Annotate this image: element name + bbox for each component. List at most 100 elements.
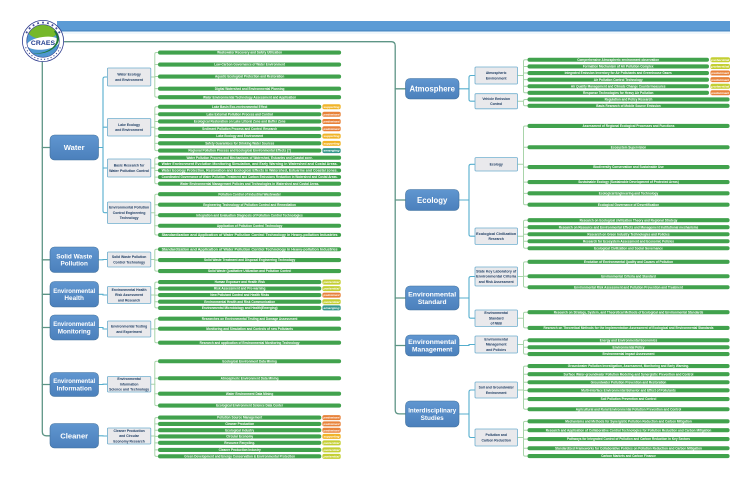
svg-text:Research on Theoretical Method: Research on Theoretical Methods for the …	[543, 326, 713, 330]
svg-text:Low-Carbon Governance of Water: Low-Carbon Governance of Water Environme…	[214, 63, 285, 67]
svg-text:Ecosystem Supervision: Ecosystem Supervision	[611, 145, 647, 149]
svg-text:Environmental Criteria: Environmental Criteria	[476, 275, 516, 279]
svg-text:Ecological Civilization and So: Ecological Civilization and Social Gover…	[594, 246, 663, 250]
svg-text:Basic Research for: Basic Research for	[114, 164, 145, 168]
svg-text:and Experiment: and Experiment	[116, 330, 142, 334]
svg-text:Environmental: Environmental	[53, 378, 95, 385]
svg-text:Monitoring: Monitoring	[58, 328, 91, 335]
svg-text:Mechanisms and Methods for Syn: Mechanisms and Methods for Synergistic P…	[565, 419, 692, 423]
svg-text:Solid Waste: Solid Waste	[56, 253, 92, 260]
svg-text:Control: Control	[490, 102, 502, 106]
svg-text:Ecological Engineering and Tec: Ecological Engineering and Technology	[599, 191, 659, 195]
svg-text:Resource Recycling.: Resource Recycling.	[224, 441, 255, 445]
svg-text:Researches on Environmental Te: Researches on Environmental Testing and …	[202, 317, 298, 321]
svg-text:predominant: predominant	[323, 428, 341, 432]
svg-text:Lake Ecology: Lake Ecology	[118, 123, 140, 127]
svg-text:Studies: Studies	[421, 415, 445, 422]
svg-text:Green Development and Energy C: Green Development and Energy Conservatio…	[184, 454, 295, 458]
svg-text:Pollution Control of Industria: Pollution Control of Industrial Wastewat…	[218, 192, 281, 196]
svg-text:New Pollutant Control and Heal: New Pollutant Control and Health Risks	[210, 293, 269, 297]
svg-text:Control Engineering: Control Engineering	[113, 211, 146, 215]
svg-text:Soil and Groundwater: Soil and Groundwater	[479, 386, 515, 390]
svg-text:Environmental Policy: Environmental Policy	[613, 345, 645, 349]
svg-text:Ecological Industry: Ecological Industry	[225, 428, 254, 432]
svg-text:and Risk Assessment: and Risk Assessment	[479, 280, 515, 284]
svg-text:Research on Resource and Envir: Research on Resource and Environmental E…	[559, 225, 699, 229]
svg-text:Economy Research: Economy Research	[113, 439, 144, 443]
svg-text:Comprehensive Atmospheric envi: Comprehensive Atmospheric environment ob…	[577, 58, 659, 62]
svg-text:Formation Mechanism of Air Pol: Formation Mechanism of Air Pollution Com…	[583, 65, 654, 69]
svg-text:Standardization and Applicatio: Standardization and Application of Water…	[162, 247, 338, 251]
svg-text:predominant: predominant	[323, 120, 341, 124]
svg-text:potential: potential	[710, 65, 730, 69]
svg-text:and Environment: and Environment	[115, 78, 144, 82]
svg-text:Environment: Environment	[486, 76, 508, 80]
svg-text:potential: potential	[710, 58, 730, 62]
svg-text:Risk Assessment and Pre-warnin: Risk Assessment and Pre-warning	[214, 287, 265, 291]
svg-text:supporting: supporting	[324, 105, 340, 109]
svg-text:Solid Waste Qualitative Utiliz: Solid Waste Qualitative Utilization and …	[208, 269, 291, 273]
svg-text:Ecological Civilization: Ecological Civilization	[476, 232, 516, 236]
svg-text:Atmospheric Environment Data M: Atmospheric Environment Data Mining	[221, 376, 279, 380]
svg-text:Sediment Pollution Process and: Sediment Pollution Process and Control R…	[202, 127, 277, 131]
svg-text:Water Pollution Control: Water Pollution Control	[109, 169, 149, 173]
svg-text:Water Environment Evolution Mo: Water Environment Evolution Monitoring S…	[162, 162, 338, 166]
svg-text:Environmental: Environmental	[408, 292, 456, 299]
svg-text:predominant: predominant	[323, 127, 341, 131]
svg-text:Research for Ecosystem Assessm: Research for Ecosystem Assessment and Ec…	[583, 239, 674, 243]
svg-text:predominant: predominant	[323, 416, 341, 420]
svg-text:Application of Pollution Contr: Application of Pollution Control Technol…	[217, 224, 283, 228]
svg-text:Ecological Environment Data Mi: Ecological Environment Data Mining	[222, 359, 277, 363]
svg-text:Pollution and: Pollution and	[485, 433, 506, 437]
svg-text:Surface Water-groundwater Poll: Surface Water-groundwater Pollution Mode…	[564, 372, 694, 376]
svg-text:supporting: supporting	[324, 142, 340, 146]
svg-text:Groundwater Pollution Investig: Groundwater Pollution Investigation, Ass…	[568, 364, 690, 368]
svg-text:emerging: emerging	[324, 306, 340, 310]
svg-text:Pollution: Pollution	[61, 261, 88, 268]
svg-text:Biodiversity Conservation and: Biodiversity Conservation and Sustainabl…	[593, 165, 664, 169]
svg-text:Water Environment Data Mining: Water Environment Data Mining	[226, 392, 273, 396]
svg-text:supporting: supporting	[324, 134, 340, 138]
svg-text:Environment: Environment	[486, 391, 508, 395]
svg-text:Research on Ecological civiliz: Research on Ecological civilization Theo…	[580, 218, 678, 222]
svg-text:of NEB: of NEB	[491, 322, 503, 326]
svg-text:Standardization and Applicatio: Standardization and Application of Water…	[162, 233, 338, 237]
svg-text:Risk Assessment: Risk Assessment	[115, 293, 144, 297]
svg-text:State Key Laboratory of: State Key Laboratory of	[476, 269, 517, 273]
svg-text:and Research: and Research	[118, 298, 140, 302]
svg-text:predominant: predominant	[710, 91, 730, 95]
svg-text:Vehicle Emission: Vehicle Emission	[482, 97, 510, 101]
svg-text:Solid Waste Pollution: Solid Waste Pollution	[112, 255, 147, 259]
svg-text:Science and Technology: Science and Technology	[109, 388, 149, 392]
svg-text:Environmental: Environmental	[53, 288, 95, 295]
svg-text:Coordinated Governance of Wate: Coordinated Governance of Water Pollutio…	[162, 175, 338, 179]
svg-text:Water Environmental Technology: Water Environmental Technology Assessmen…	[203, 95, 296, 99]
svg-text:Regulation and Policy Research: Regulation and Policy Research	[605, 98, 653, 102]
svg-text:potential: potential	[322, 300, 339, 304]
svg-text:Cleaner: Cleaner	[60, 431, 88, 440]
svg-text:Pathways for Integrated Contro: Pathways for Integrated Control of Pollu…	[567, 437, 690, 441]
svg-text:predominant: predominant	[323, 422, 341, 426]
svg-text:Ecological Restoration on Lake: Ecological Restoration on Lake Littoral …	[194, 120, 286, 124]
svg-text:Environmental Microbiology and: Environmental Microbiology and Health(Em…	[202, 306, 278, 310]
svg-text:Response Technologies for Heav: Response Technologies for Heavy Air Poll…	[583, 91, 654, 95]
svg-text:emerging: emerging	[324, 149, 340, 153]
svg-text:Energy and Environmental Econo: Energy and Environmental Economics	[600, 338, 658, 342]
svg-text:Information: Information	[57, 385, 92, 392]
svg-text:and Policies: and Policies	[486, 348, 506, 352]
svg-text:predominant: predominant	[323, 293, 341, 297]
svg-text:Engineering Technology of Poll: Engineering Technology of Pollution Cont…	[203, 203, 296, 207]
svg-text:Ecology: Ecology	[490, 163, 503, 167]
svg-text:Cleaner Production Industry: Cleaner Production Industry	[219, 448, 261, 452]
svg-text:Sustainable Ecology (Sustainab: Sustainable Ecology (Sustainable Develop…	[578, 180, 679, 184]
svg-text:supporting: supporting	[324, 435, 340, 439]
svg-text:Lake Ecology and Environment: Lake Ecology and Environment	[216, 134, 263, 138]
svg-text:Monitoring and Simulation and: Monitoring and Simulation and Controls o…	[206, 327, 293, 331]
svg-text:Carbon Markets and Carbon Fina: Carbon Markets and Carbon Finance	[601, 454, 656, 458]
svg-text:Cleaner Production: Cleaner Production	[225, 422, 254, 426]
svg-text:Human Exposure and Health Risk: Human Exposure and Health Risk	[215, 280, 266, 284]
svg-text:Carbon Reduction: Carbon Reduction	[482, 438, 511, 442]
svg-text:Basis Research of Mobile Sourc: Basis Research of Mobile Source Emission	[596, 104, 660, 108]
svg-text:Aquatic Ecological Protection: Aquatic Ecological Protection and Restor…	[215, 75, 284, 79]
svg-text:Atmospheric: Atmospheric	[486, 71, 507, 75]
